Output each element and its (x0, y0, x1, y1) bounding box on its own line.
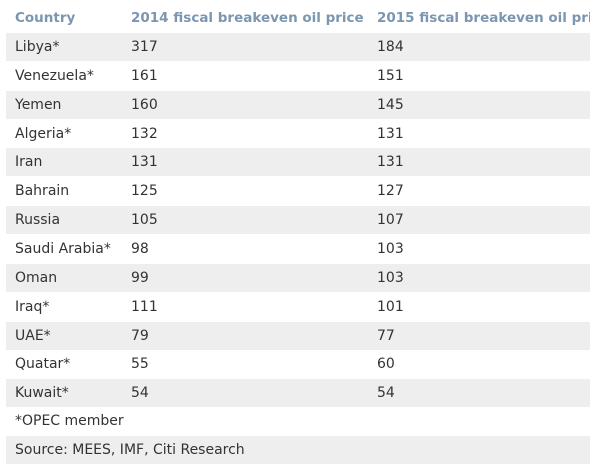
table-row: Russia 105 107 (6, 206, 590, 235)
country-cell: Bahrain (15, 183, 70, 200)
country-cell: Libya* (15, 39, 60, 55)
price-2014-cell: 317 (131, 39, 158, 55)
table-row: Venezuela* 161 151 (6, 62, 590, 90)
header-2015: 2015 fiscal breakeven oil price (377, 10, 590, 26)
price-2015-cell: 131 (377, 125, 404, 142)
table-row: Oman 99 103 (6, 263, 590, 292)
country-cell: Iraq* (15, 298, 50, 315)
table-row: Yemen 160 145 (6, 90, 590, 119)
country-cell: Venezuela* (15, 67, 94, 84)
country-cell: Algeria* (15, 125, 72, 142)
source-note: Source: MEES, IMF, Citi Research (6, 436, 590, 464)
table-row: Iraq* 111 101 (6, 293, 590, 321)
table-row: Libya* 317 184 (6, 33, 590, 61)
table-row: UAE* 79 77 (6, 321, 590, 350)
price-2015-cell: 184 (377, 39, 404, 55)
price-2015-cell: 107 (377, 212, 404, 229)
price-2015-cell: 77 (377, 327, 395, 344)
header-country: Country (15, 10, 76, 26)
price-2015-cell: 103 (377, 240, 404, 257)
header-2014: 2014 fiscal breakeven oil price (131, 10, 364, 26)
source-text: Source: MEES, IMF, Citi Research (15, 442, 245, 458)
price-2014-cell: 55 (131, 356, 149, 373)
price-2015-cell: 103 (377, 269, 404, 286)
price-2014-cell: 79 (131, 327, 149, 344)
price-2014-cell: 98 (131, 240, 149, 257)
table-row: Algeria* 132 131 (6, 120, 590, 148)
table-row: Saudi Arabia* 98 103 (6, 235, 590, 263)
price-2014-cell: 132 (131, 125, 158, 142)
price-2014-cell: 125 (131, 183, 158, 200)
price-2014-cell: 131 (131, 154, 158, 171)
country-cell: Quatar* (15, 356, 71, 373)
price-2015-cell: 54 (377, 385, 395, 402)
price-2014-cell: 111 (131, 298, 158, 315)
footnote: *OPEC member (6, 407, 590, 435)
country-cell: Yemen (15, 96, 62, 113)
country-cell: Russia (15, 212, 61, 229)
country-cell: Oman (15, 269, 58, 286)
country-cell: Saudi Arabia* (15, 240, 111, 257)
table-row: Bahrain 125 127 (6, 177, 590, 205)
footnote-text: *OPEC member (15, 413, 124, 429)
price-2015-cell: 151 (377, 67, 404, 84)
price-2014-cell: 160 (131, 96, 158, 113)
price-2014-cell: 161 (131, 67, 158, 84)
price-2014-cell: 99 (131, 269, 149, 286)
table-header: Country 2014 fiscal breakeven oil price … (6, 4, 590, 32)
price-2014-cell: 54 (131, 385, 149, 402)
price-2015-cell: 101 (377, 298, 404, 315)
country-cell: UAE* (15, 327, 51, 344)
table-row: Iran 131 131 (6, 148, 590, 177)
price-2014-cell: 105 (131, 212, 158, 229)
table-row: Quatar* 55 60 (6, 350, 590, 378)
price-2015-cell: 145 (377, 96, 404, 113)
country-cell: Iran (15, 154, 43, 171)
price-2015-cell: 127 (377, 183, 404, 200)
price-2015-cell: 131 (377, 154, 404, 171)
price-2015-cell: 60 (377, 356, 395, 373)
table-row: Kuwait* 54 54 (6, 379, 590, 408)
country-cell: Kuwait* (15, 385, 69, 402)
